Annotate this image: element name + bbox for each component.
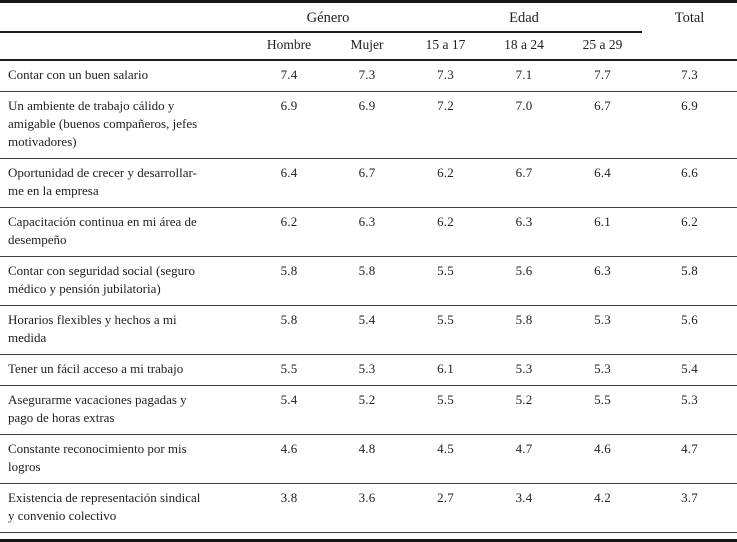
cell-value: 6.7 xyxy=(563,91,643,159)
cell-value: 5.8 xyxy=(642,256,737,306)
cell-value: 3.8 xyxy=(250,483,328,533)
row-label: Oportunidad de crecer y desarrollar- me … xyxy=(0,158,250,208)
cell-value: 6.3 xyxy=(328,207,407,257)
table-row: Constante reconocimiento por mis logros 4… xyxy=(0,434,737,484)
row-label: Asegurarme vacaciones pagadas y pago de … xyxy=(0,385,250,435)
col-header-18a24: 18 a 24 xyxy=(485,32,564,61)
table-header: Género Edad Total Hombre Mujer 15 a 17 1… xyxy=(0,1,737,61)
col-group-genero: Género xyxy=(250,1,407,33)
row-label: Constante reconocimiento por mis logros xyxy=(0,434,250,484)
cell-value: 6.2 xyxy=(406,207,486,257)
cell-value: 7.0 xyxy=(485,91,564,159)
col-header-mujer: Mujer xyxy=(328,32,407,61)
cell-value: 4.7 xyxy=(485,434,564,484)
row-label: Horarios flexibles y hechos a mi medida xyxy=(0,305,250,355)
row-label: Contar con un buen salario xyxy=(0,60,250,92)
cell-value: 5.3 xyxy=(485,354,564,386)
cell-value: 6.3 xyxy=(563,256,643,306)
cell-value: 7.7 xyxy=(563,60,643,92)
cell-value: 5.4 xyxy=(250,385,328,435)
cell-value: 6.4 xyxy=(250,158,328,208)
cell-value: 5.5 xyxy=(563,385,643,435)
cell-value: 5.5 xyxy=(406,385,486,435)
cell-value: 5.3 xyxy=(563,305,643,355)
cell-value: 5.4 xyxy=(642,354,737,386)
column-header-row: Hombre Mujer 15 a 17 18 a 24 25 a 29 xyxy=(0,32,737,61)
cell-value: 6.6 xyxy=(642,158,737,208)
table-row: Capacitación continua en mi área de dese… xyxy=(0,207,737,257)
cell-value: 5.3 xyxy=(563,354,643,386)
cell-value: 6.9 xyxy=(250,91,328,159)
table-row: Contar con un buen salario 7.4 7.3 7.3 7.1 7.… xyxy=(0,60,737,92)
cell-value: 7.4 xyxy=(250,60,328,92)
cell-value: 5.5 xyxy=(406,305,486,355)
cell-value: 4.5 xyxy=(406,434,486,484)
cell-value: 7.3 xyxy=(642,60,737,92)
cell-value: 7.2 xyxy=(406,91,486,159)
table-row: Asegurarme vacaciones pagadas y pago de … xyxy=(0,385,737,435)
row-label: Un ambiente de trabajo cálido y amigable… xyxy=(0,91,250,159)
corner-cell xyxy=(0,32,250,61)
col-header-15a17: 15 a 17 xyxy=(406,32,486,61)
table-row: Existencia de representación sindical y … xyxy=(0,483,737,533)
row-label: Existencia de representación sindical y … xyxy=(0,483,250,533)
table-row: Un ambiente de trabajo cálido y amigable… xyxy=(0,91,737,159)
cell-value: 6.9 xyxy=(642,91,737,159)
cell-value: 6.2 xyxy=(406,158,486,208)
cell-value: 5.8 xyxy=(485,305,564,355)
col-header-total: Total xyxy=(642,1,737,61)
cell-value: 6.2 xyxy=(250,207,328,257)
cell-value: 7.3 xyxy=(328,60,407,92)
cell-value: 5.5 xyxy=(406,256,486,306)
row-label: Contar con seguridad social (seguro médi… xyxy=(0,256,250,306)
cell-value: 4.6 xyxy=(250,434,328,484)
col-group-edad: Edad xyxy=(406,1,643,33)
table-row: Horarios flexibles y hechos a mi medida 5… xyxy=(0,305,737,355)
cell-value: 6.1 xyxy=(406,354,486,386)
corner-cell xyxy=(0,1,250,33)
table-row: Tener un fácil acceso a mi trabajo 5.5 5.3… xyxy=(0,354,737,386)
cell-value: 5.8 xyxy=(250,305,328,355)
cell-value: 5.3 xyxy=(642,385,737,435)
table-row: Contar con seguridad social (seguro médi… xyxy=(0,256,737,306)
cell-value: 3.7 xyxy=(642,483,737,533)
cell-value: 6.4 xyxy=(563,158,643,208)
row-label: Tener un fácil acceso a mi trabajo xyxy=(0,354,250,386)
table-body: Contar con un buen salario 7.4 7.3 7.3 7.1 7.… xyxy=(0,60,737,533)
column-group-row: Género Edad Total xyxy=(0,1,737,61)
cell-value: 5.8 xyxy=(250,256,328,306)
cell-value: 5.6 xyxy=(485,256,564,306)
cell-value: 5.4 xyxy=(328,305,407,355)
cell-value: 2.7 xyxy=(406,483,486,533)
cell-value: 5.8 xyxy=(328,256,407,306)
cell-value: 6.7 xyxy=(485,158,564,208)
col-header-hombre: Hombre xyxy=(250,32,328,61)
cell-value: 4.6 xyxy=(563,434,643,484)
col-header-25a29: 25 a 29 xyxy=(563,32,643,61)
cell-value: 3.4 xyxy=(485,483,564,533)
cell-value: 5.3 xyxy=(328,354,407,386)
cell-value: 5.6 xyxy=(642,305,737,355)
table-row: Oportunidad de crecer y desarrollar- me … xyxy=(0,158,737,208)
cell-value: 6.2 xyxy=(642,207,737,257)
cell-value: 7.1 xyxy=(485,60,564,92)
cell-value: 6.3 xyxy=(485,207,564,257)
row-label: Capacitación continua en mi área de dese… xyxy=(0,207,250,257)
cell-value: 4.7 xyxy=(642,434,737,484)
cell-value: 5.2 xyxy=(328,385,407,435)
cell-value: 7.3 xyxy=(406,60,486,92)
cell-value: 3.6 xyxy=(328,483,407,533)
cell-value: 5.2 xyxy=(485,385,564,435)
cell-value: 4.2 xyxy=(563,483,643,533)
cell-value: 4.8 xyxy=(328,434,407,484)
cell-value: 5.5 xyxy=(250,354,328,386)
cell-value: 6.7 xyxy=(328,158,407,208)
cell-value: 6.9 xyxy=(328,91,407,159)
cell-value: 6.1 xyxy=(563,207,643,257)
